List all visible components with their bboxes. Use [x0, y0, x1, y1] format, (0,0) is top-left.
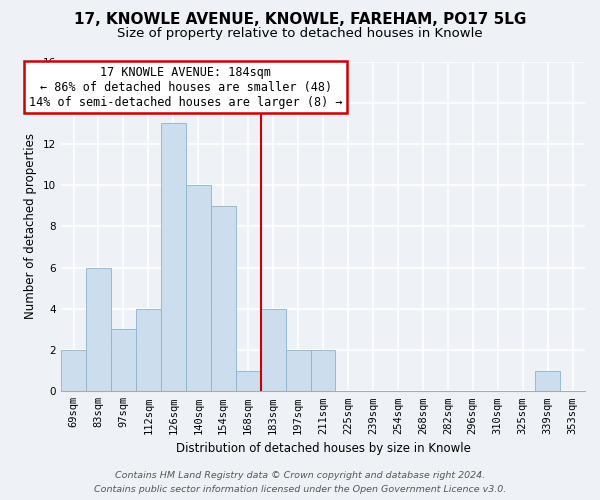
Text: Contains HM Land Registry data © Crown copyright and database right 2024.
Contai: Contains HM Land Registry data © Crown c…	[94, 472, 506, 494]
Bar	[311, 350, 335, 392]
Bar	[186, 185, 211, 392]
Text: Size of property relative to detached houses in Knowle: Size of property relative to detached ho…	[117, 28, 483, 40]
Bar	[136, 309, 161, 392]
Y-axis label: Number of detached properties: Number of detached properties	[25, 134, 37, 320]
Bar	[61, 350, 86, 392]
Bar	[161, 124, 186, 392]
Bar	[260, 309, 286, 392]
Bar	[535, 370, 560, 392]
Text: 17, KNOWLE AVENUE, KNOWLE, FAREHAM, PO17 5LG: 17, KNOWLE AVENUE, KNOWLE, FAREHAM, PO17…	[74, 12, 526, 28]
Bar	[86, 268, 111, 392]
Bar	[236, 370, 260, 392]
X-axis label: Distribution of detached houses by size in Knowle: Distribution of detached houses by size …	[176, 442, 470, 455]
Bar	[211, 206, 236, 392]
Bar	[111, 330, 136, 392]
Bar	[286, 350, 311, 392]
Text: 17 KNOWLE AVENUE: 184sqm
← 86% of detached houses are smaller (48)
14% of semi-d: 17 KNOWLE AVENUE: 184sqm ← 86% of detach…	[29, 66, 343, 108]
